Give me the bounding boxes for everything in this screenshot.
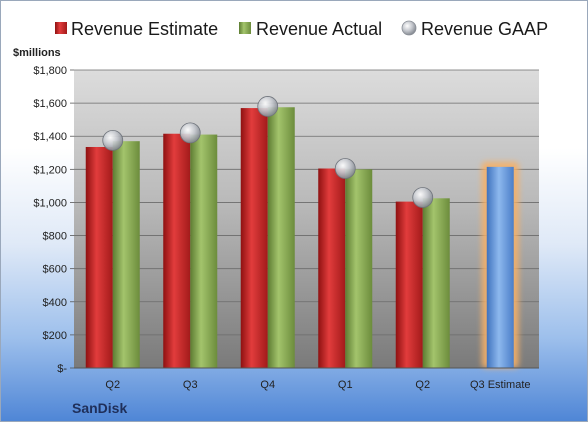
marker-revenue-gaap: [334, 158, 356, 179]
legend-swatch-gaap: [401, 20, 417, 36]
x-tick-label: Q1: [338, 379, 353, 391]
x-tick-label: Q2: [415, 379, 430, 391]
legend-label-estimate: Revenue Estimate: [71, 19, 218, 39]
bar-revenue-estimate: [318, 168, 346, 368]
bar-revenue-estimate: [240, 108, 268, 369]
y-axis-ticks: $- $200 $400 $600 $800 $1,000 $1,200 $1,400 $1,6…: [33, 65, 74, 375]
marker-revenue-gaap: [179, 122, 201, 144]
y-tick-label: $400: [43, 297, 67, 309]
x-tick-label: Q3 Estimate: [470, 379, 531, 391]
marker-revenue-gaap: [102, 129, 124, 151]
legend-swatch-actual: [239, 22, 251, 34]
bar-revenue-actual: [267, 107, 295, 368]
x-tick-label: Q2: [105, 379, 120, 391]
legend-item-actual: Revenue Actual: [239, 19, 382, 39]
y-tick-label: $800: [43, 231, 67, 243]
y-tick-label: $600: [43, 264, 67, 276]
bar-revenue-actual: [345, 169, 373, 368]
bars: [85, 107, 450, 369]
bar-revenue-actual: [422, 198, 450, 368]
marker-revenue-gaap: [257, 96, 279, 117]
y-axis-unit-label: $millions: [13, 47, 61, 59]
y-tick-label: $1,800: [33, 65, 67, 77]
legend-label-actual: Revenue Actual: [256, 19, 382, 39]
legend-item-estimate: Revenue Estimate: [55, 19, 218, 39]
bar-revenue-actual: [112, 141, 140, 368]
x-axis-labels: Q2 Q3 Q4 Q1 Q2 Q3 Estimate: [105, 379, 530, 391]
gridlines: [74, 69, 539, 336]
projection-layer: [481, 161, 519, 368]
y-tick-label: $1,000: [33, 197, 67, 209]
legend-item-gaap: Revenue GAAP: [401, 19, 548, 39]
bar-revenue-estimate: [395, 201, 423, 368]
bar-revenue-projection: [486, 166, 514, 368]
x-tick-label: Q3: [183, 379, 198, 391]
plot-area: [74, 70, 539, 368]
bar-revenue-estimate: [163, 133, 191, 368]
marker-revenue-gaap: [412, 187, 434, 208]
y-tick-label: $-: [57, 363, 67, 375]
y-tick-label: $1,200: [33, 164, 67, 176]
legend: Revenue Estimate Revenue Actual Revenue …: [55, 19, 548, 39]
legend-label-gaap: Revenue GAAP: [421, 19, 548, 39]
bar-revenue-actual: [190, 134, 218, 368]
y-tick-label: $1,400: [33, 131, 67, 143]
y-tick-label: $1,600: [33, 98, 67, 110]
y-tick-label: $200: [43, 330, 67, 342]
gaap-markers: [102, 96, 434, 208]
bar-revenue-estimate: [85, 146, 113, 368]
legend-swatch-estimate: [55, 22, 67, 34]
company-name: SanDisk: [72, 400, 127, 416]
x-tick-label: Q4: [260, 379, 275, 391]
